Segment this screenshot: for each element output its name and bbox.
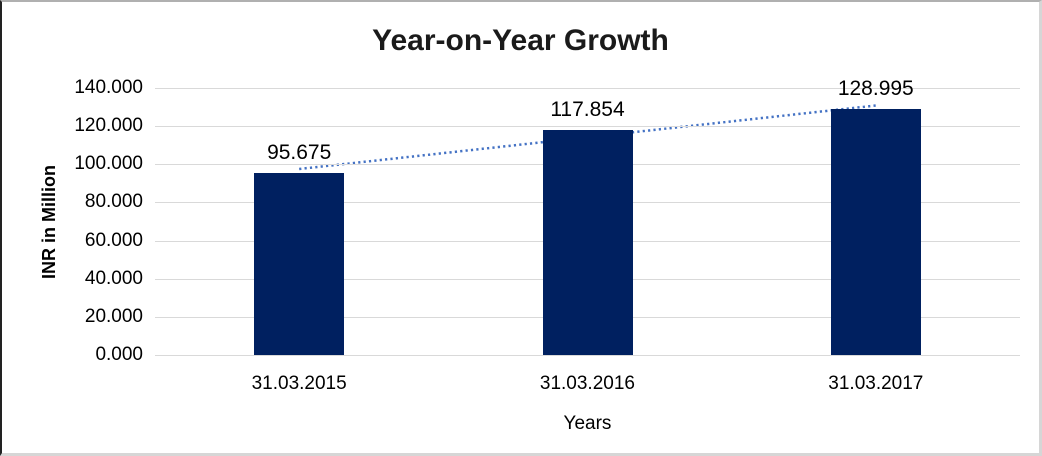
y-tick-label-120.000: 120.000 bbox=[74, 115, 143, 137]
y-tick-label-140.000: 140.000 bbox=[74, 77, 143, 98]
gridline-0.000 bbox=[155, 355, 1020, 356]
y-tick-label-20.000: 20.000 bbox=[84, 305, 143, 327]
gridline-140.000 bbox=[155, 88, 1020, 89]
gridline-120.000 bbox=[155, 126, 1020, 128]
y-tick-label-40.000: 40.000 bbox=[84, 267, 143, 289]
category-label-31.03.2015: 31.03.2015 bbox=[251, 373, 347, 394]
category-label-31.03.2017: 31.03.2017 bbox=[828, 373, 924, 394]
x-axis-title: Years bbox=[563, 413, 612, 434]
bar-31.03.2016 bbox=[542, 130, 633, 355]
bar-31.03.2017 bbox=[830, 109, 921, 355]
chart-title: Year-on-Year Growth bbox=[372, 24, 669, 57]
value-label-31.03.2017: 128.995 bbox=[837, 77, 914, 100]
y-tick-label-80.000: 80.000 bbox=[84, 191, 143, 213]
y-tick-label-0.000: 0.000 bbox=[95, 344, 143, 365]
bar-31.03.2015 bbox=[254, 172, 345, 355]
value-label-31.03.2016: 117.854 bbox=[550, 98, 625, 122]
value-label-31.03.2015: 95.675 bbox=[267, 140, 332, 164]
y-tick-label-60.000: 60.000 bbox=[84, 229, 143, 251]
y-tick-label-100.000: 100.000 bbox=[74, 153, 143, 175]
category-label-31.03.2016: 31.03.2016 bbox=[539, 373, 635, 394]
